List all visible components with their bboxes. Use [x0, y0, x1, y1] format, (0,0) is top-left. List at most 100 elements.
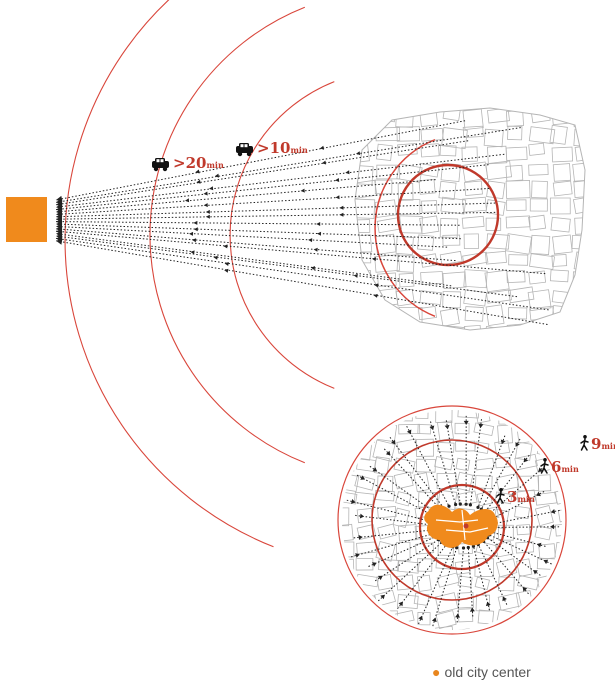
arrowhead [463, 420, 469, 425]
arrowhead [485, 601, 491, 607]
route-end-dot [468, 503, 472, 507]
route-line [353, 529, 433, 539]
distance-arc [149, 6, 306, 464]
map-block [513, 625, 532, 630]
map-block [483, 326, 502, 330]
map-block [342, 490, 358, 505]
map-block [516, 558, 533, 577]
arrowhead [191, 238, 197, 243]
route-line [55, 235, 518, 298]
map-block [550, 216, 571, 233]
map-block [555, 626, 562, 630]
map-block [557, 610, 562, 630]
old-city-center-area [424, 504, 498, 548]
map-block [535, 591, 557, 611]
distance-arc [229, 81, 335, 389]
map-block [396, 542, 411, 561]
map-block [435, 557, 455, 570]
map-block [374, 179, 393, 195]
map-block [477, 609, 495, 625]
map-block [485, 304, 505, 327]
arrowhead [543, 559, 549, 565]
route-line [377, 541, 443, 602]
map-block [357, 424, 376, 443]
map-block [372, 439, 396, 462]
walk-ring-9min [337, 405, 567, 635]
route-line [389, 436, 445, 509]
arrowhead [374, 283, 379, 288]
map-block [529, 253, 555, 270]
map-block [342, 625, 357, 630]
map-block [395, 288, 415, 307]
label-value: >10 [257, 139, 290, 157]
car-icon [152, 158, 169, 172]
map-block [486, 180, 506, 200]
map-block [439, 218, 459, 238]
map-block [473, 422, 495, 437]
route-line [55, 127, 521, 203]
arrowhead [533, 570, 538, 575]
map-block [572, 195, 585, 215]
map-block [457, 592, 475, 609]
arrowhead [359, 513, 365, 519]
map-block [442, 291, 462, 309]
arrowhead [351, 499, 356, 504]
arrowhead [500, 439, 506, 445]
map-block [374, 254, 401, 273]
map-block [376, 573, 394, 591]
map-block [507, 307, 528, 320]
map-block [396, 560, 420, 574]
route-line [490, 491, 545, 520]
map-block [456, 628, 473, 630]
label-value: 6 [551, 458, 561, 476]
svg-text:3min: 3min [507, 488, 535, 506]
map-block [506, 270, 526, 284]
map-block [556, 420, 562, 441]
map-block [534, 610, 552, 624]
map-block [486, 233, 510, 250]
map-block [374, 306, 393, 325]
map-block [374, 589, 397, 607]
route-end-dot [447, 504, 451, 508]
map-block [377, 505, 397, 519]
map-block [435, 610, 457, 629]
map-block [463, 233, 480, 250]
map-block [396, 126, 421, 142]
map-block [505, 215, 531, 229]
route-line [55, 179, 436, 213]
map-block [355, 234, 373, 254]
map-block [549, 124, 568, 145]
distance-arc [64, 0, 274, 548]
map-block [440, 324, 466, 330]
arrowhead [335, 195, 340, 200]
map-block [376, 325, 396, 330]
map-block [420, 127, 444, 142]
map-block [506, 323, 528, 330]
arrowhead [502, 596, 507, 602]
map-block [441, 127, 468, 150]
map-block [485, 160, 512, 181]
map-block [397, 199, 421, 215]
map-block [356, 523, 377, 541]
map-block [437, 442, 455, 453]
map-block [395, 491, 412, 507]
map-block [551, 146, 574, 163]
arrowhead [335, 178, 340, 182]
route-line [467, 547, 474, 617]
map-block [553, 487, 562, 505]
map-block [528, 126, 556, 145]
map-block [374, 422, 398, 443]
map-block [396, 438, 418, 454]
map-block [421, 200, 438, 213]
arrowhead [455, 613, 460, 618]
map-block [535, 410, 558, 421]
map-block [498, 576, 515, 592]
arrowhead [550, 524, 555, 530]
legend-label: old city center [444, 664, 531, 680]
route-line [55, 202, 496, 218]
map-block [462, 125, 484, 138]
map-block [514, 453, 538, 471]
map-block [508, 254, 529, 266]
map-block [574, 216, 585, 235]
distance-arcs [64, 0, 500, 548]
